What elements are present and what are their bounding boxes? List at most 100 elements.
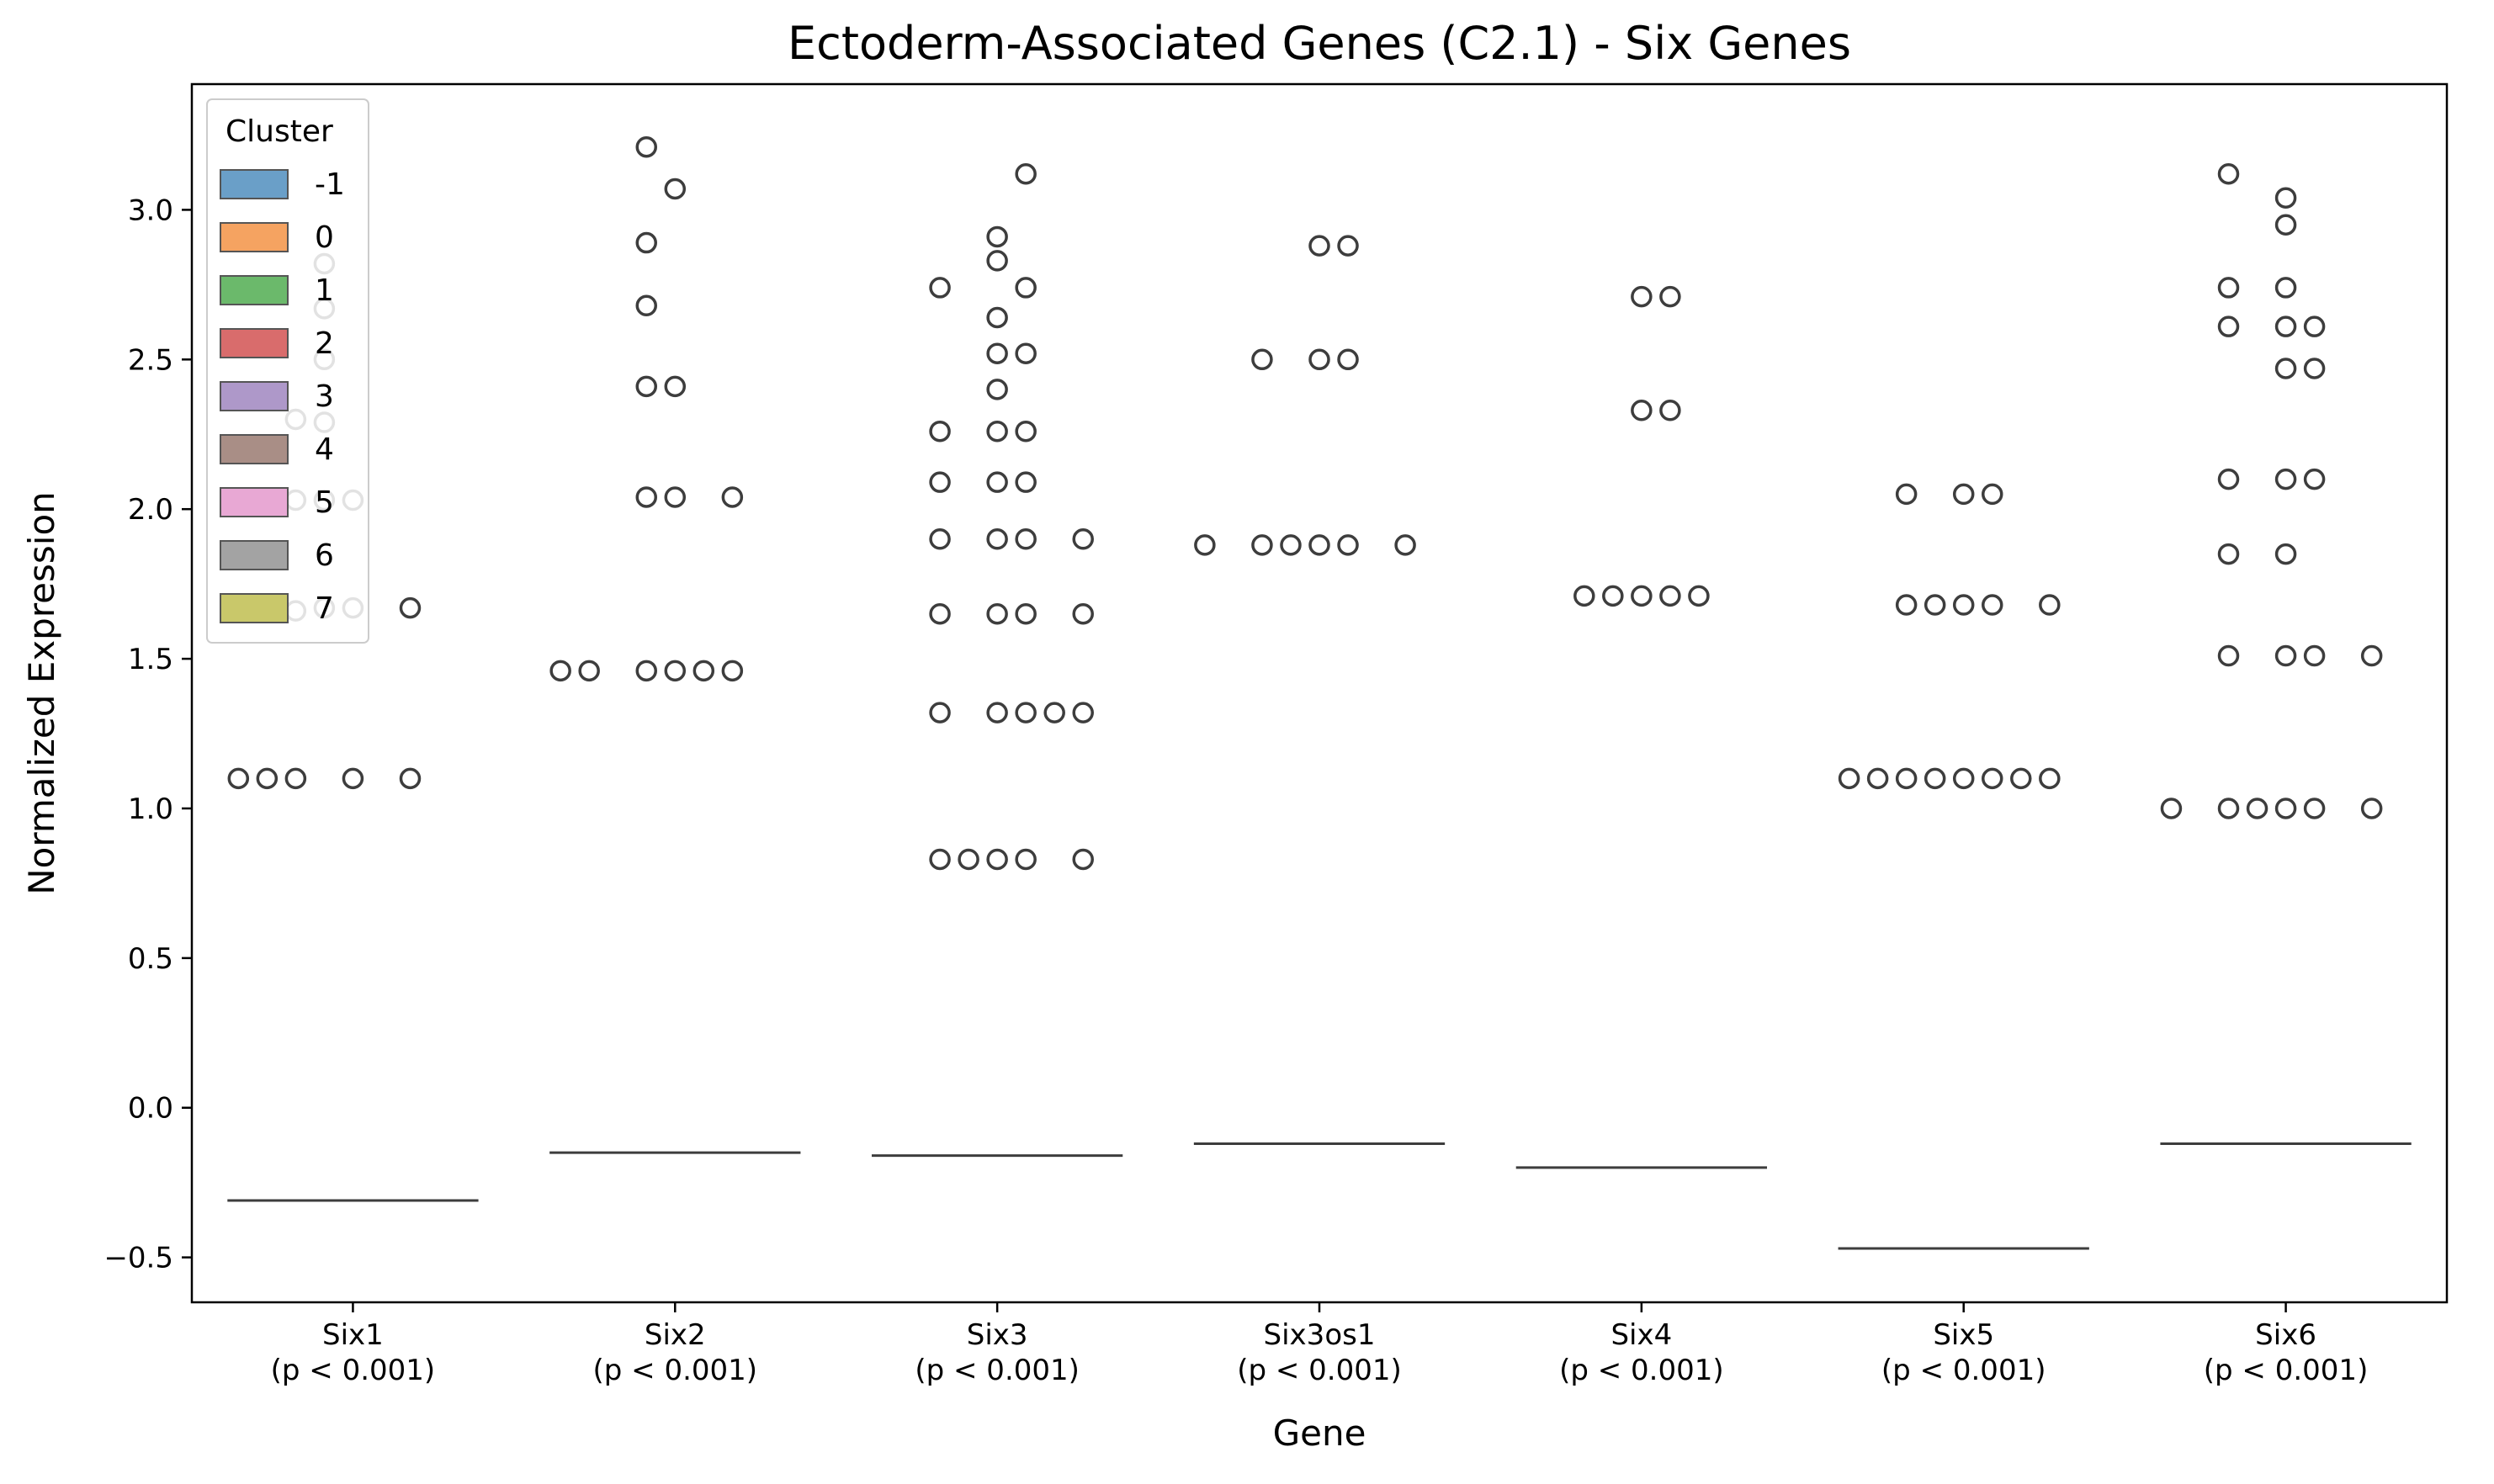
outlier-point [929, 602, 951, 625]
outlier-point [635, 375, 658, 398]
outlier-point [929, 702, 951, 723]
y-tick-label: 3.0 [128, 193, 173, 227]
x-tick-label-pvalue: (p < 0.001) [1237, 1354, 1402, 1387]
outlier-point [664, 375, 687, 398]
outlier-point [664, 178, 687, 200]
outlier-point [2274, 214, 2297, 236]
outlier-point [1895, 594, 1918, 616]
legend-title: Cluster [226, 114, 333, 149]
outlier-point [986, 250, 1008, 272]
outlier-point [1015, 471, 1037, 493]
outlier-point [342, 767, 364, 790]
x-tick-label-pvalue: (p < 0.001) [2204, 1354, 2369, 1387]
x-tick-label-pvalue: (p < 0.001) [271, 1354, 436, 1387]
outlier-point [1981, 767, 2003, 790]
outlier-point [1337, 348, 1359, 371]
outlier-point [2217, 162, 2240, 185]
x-tick-label-pvalue: (p < 0.001) [915, 1354, 1080, 1387]
legend-label: 1 [315, 273, 334, 308]
legend-swatch [220, 434, 289, 464]
outlier-point [1688, 585, 1710, 607]
outlier-point [2274, 277, 2297, 299]
outlier-point [1337, 235, 1359, 257]
outlier-point [1015, 342, 1037, 364]
outlier-point [2217, 798, 2240, 819]
outlier-point [2217, 277, 2240, 299]
y-tick-label: 1.5 [128, 643, 173, 676]
y-tick-label: 0.0 [128, 1092, 173, 1126]
legend: Cluster -1 0 1 2 3 4 5 6 7 [206, 98, 369, 644]
outlier-point [1952, 594, 1975, 616]
outlier-point [1308, 534, 1330, 556]
outlier-point [1015, 848, 1037, 871]
outlier-point [1659, 400, 1681, 421]
outlier-point [635, 231, 658, 254]
outlier-point [986, 471, 1008, 493]
y-tick-label: 1.0 [128, 792, 173, 826]
outlier-point [1895, 483, 1918, 506]
outlier-point [635, 660, 658, 682]
outlier-point [1981, 483, 2003, 506]
outlier-point [2217, 543, 2240, 565]
outlier-point [1631, 400, 1653, 421]
outlier-point [1015, 277, 1037, 299]
outlier-point [578, 660, 600, 682]
outlier-point [1308, 348, 1330, 371]
legend-label: 5 [315, 485, 334, 520]
outlier-point [1072, 702, 1094, 723]
x-tick-label-pvalue: (p < 0.001) [1881, 1354, 2046, 1387]
outlier-point [986, 342, 1008, 364]
x-axis: Six1(p < 0.001)Six2(p < 0.001)Six3(p < 0… [271, 1302, 2369, 1387]
chart-title: Ectoderm-Associated Genes (C2.1) - Six G… [788, 17, 1851, 70]
x-tick-label-pvalue: (p < 0.001) [1559, 1354, 1724, 1387]
outlier-point [2303, 798, 2326, 819]
outlier-point [958, 848, 979, 871]
outlier-point [2274, 315, 2297, 337]
x-tick-label-pvalue: (p < 0.001) [593, 1354, 758, 1387]
outlier-point [2274, 358, 2297, 379]
outlier-point [929, 277, 951, 299]
outlier-point [1251, 348, 1273, 371]
y-tick-label: 0.5 [128, 942, 173, 976]
x-tick-label-gene: Six5 [1933, 1318, 1994, 1352]
outlier-point [1015, 702, 1037, 723]
x-tick-label-gene: Six6 [2255, 1318, 2316, 1352]
outlier-point [2303, 358, 2326, 379]
outlier-point [929, 528, 951, 550]
outlier-point [635, 135, 658, 158]
x-tick-label-gene: Six3 [967, 1318, 1028, 1352]
outlier-point [227, 767, 250, 790]
outlier-point [986, 379, 1008, 400]
y-axis: −0.5 0.0 0.5 1.0 1.5 2.0 2.5 3.0 [103, 193, 192, 1275]
y-tick-label: 2.0 [128, 493, 173, 527]
outlier-point [929, 420, 951, 443]
outlier-point [664, 660, 687, 682]
outlier-point [664, 486, 687, 508]
outlier-point [1251, 534, 1273, 556]
outlier-point [1280, 534, 1302, 556]
outlier-point [986, 702, 1008, 723]
outlier-point [1015, 420, 1037, 443]
outlier-point [1072, 602, 1094, 625]
outlier-point [2274, 798, 2297, 819]
legend-label: 7 [315, 591, 334, 626]
outlier-point [2010, 767, 2032, 790]
outlier-point [721, 660, 744, 682]
outlier-point [549, 660, 571, 682]
outlier-point [986, 848, 1008, 871]
legend-label: 4 [315, 432, 334, 467]
outlier-point [2303, 468, 2326, 490]
outlier-point [2039, 594, 2061, 616]
legend-label: 3 [315, 379, 334, 414]
outlier-point [1337, 534, 1359, 556]
outlier-point [1924, 594, 1946, 616]
outlier-point [256, 767, 279, 790]
outlier-point [1573, 585, 1595, 607]
outlier-point [1659, 585, 1681, 607]
outlier-point [2246, 798, 2268, 819]
outlier-point [1952, 767, 1975, 790]
outlier-point [399, 767, 422, 790]
outlier-point [1631, 285, 1653, 308]
y-tick-label: −0.5 [103, 1242, 173, 1275]
